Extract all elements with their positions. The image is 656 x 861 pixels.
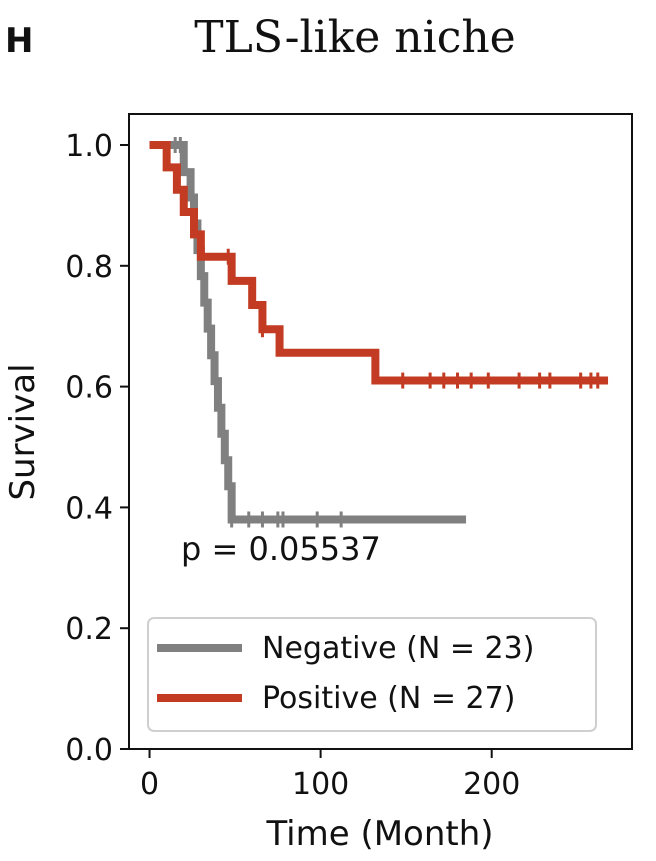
x-tick-label: 0 [140,767,159,802]
axes-layer: 0.0 0.2 0.4 0.6 0.8 1.0 0 100 200 [65,129,520,802]
legend: Negative (N = 23) Positive (N = 27) [147,617,597,732]
legend-label-positive: Positive (N = 27) [262,681,515,716]
x-tick-label: 100 [292,767,349,802]
series-line-positive [149,141,609,385]
x-tick-label: 200 [463,767,520,802]
chart-title: TLS-like niche [194,12,515,63]
panel-label: H [5,21,33,61]
series-line-negative [149,141,467,524]
y-tick-label: 1.0 [65,129,113,164]
legend-label-negative: Negative (N = 23) [262,631,534,666]
plot-frame [128,113,633,750]
y-tick-label: 0.8 [65,250,113,285]
legend-box [147,617,597,732]
y-tick-label: 0.0 [65,733,113,768]
y-axis-label: Survival [3,363,43,500]
y-tick-label: 0.2 [65,612,113,647]
y-tick-label: 0.6 [65,371,113,406]
series-layer [149,137,609,528]
y-tick-label: 0.4 [65,491,113,526]
x-axis-label: Time (Month) [265,814,493,854]
p-value-annotation: p = 0.05537 [181,530,381,568]
